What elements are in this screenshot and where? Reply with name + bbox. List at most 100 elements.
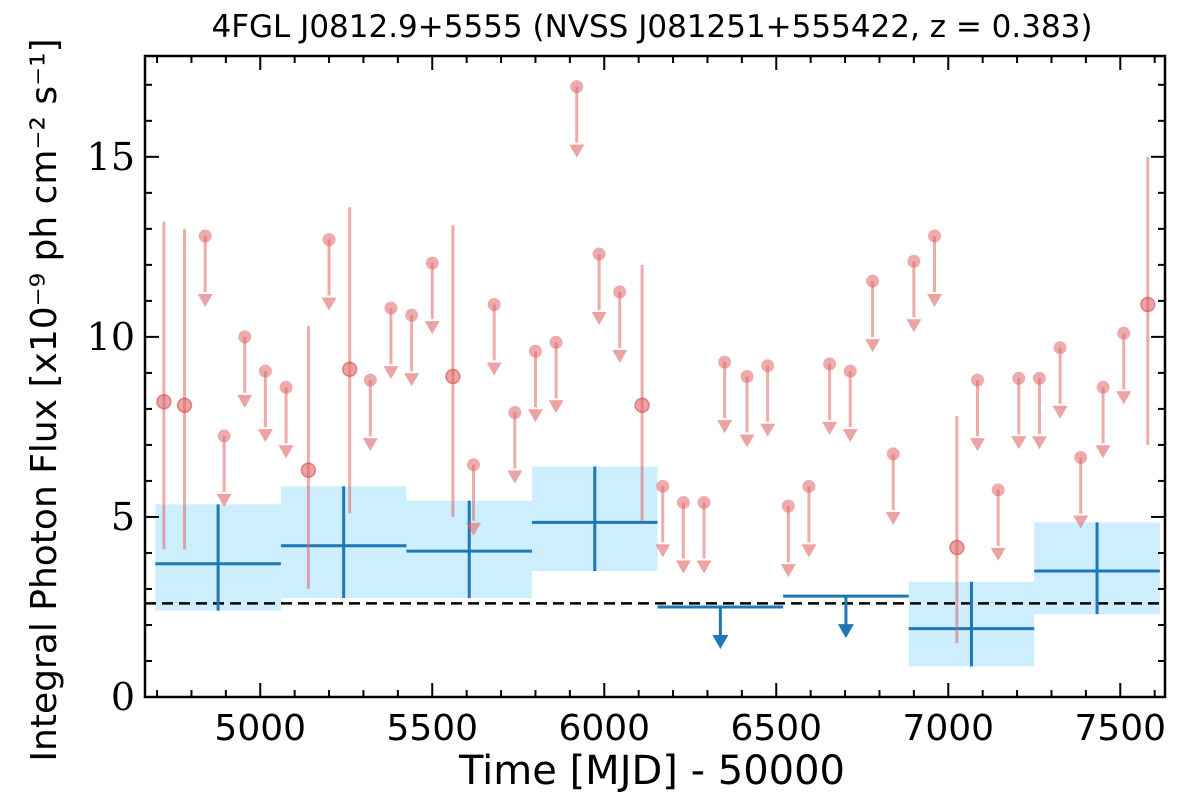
yearly-upper-limit-arrow — [712, 634, 729, 649]
monthly-upper-limit-arrow — [216, 493, 232, 507]
chart-title: 4FGL J0812.9+5555 (NVSS J081251+555422, … — [211, 9, 1092, 45]
monthly-upper-limit-arrow — [362, 438, 378, 452]
monthly-upper-limit-point — [718, 355, 732, 369]
monthly-upper-limit-arrow — [760, 423, 776, 437]
monthly-upper-limit-arrow — [612, 349, 628, 363]
x-tick-label: 6500 — [730, 708, 822, 749]
monthly-upper-limit-point — [570, 80, 584, 94]
monthly-upper-limit-point — [487, 297, 501, 311]
monthly-upper-limit-point — [886, 447, 900, 461]
monthly-detection-point — [176, 397, 193, 414]
monthly-upper-limit-arrow — [675, 560, 691, 574]
monthly-upper-limit-point — [405, 308, 419, 322]
monthly-upper-limit-point — [907, 254, 921, 268]
x-tick-label: 5500 — [386, 708, 478, 749]
monthly-upper-limit-arrow — [383, 366, 399, 380]
monthly-upper-limit-point — [1012, 371, 1026, 385]
monthly-upper-limit-point — [991, 483, 1005, 497]
monthly-upper-limit-arrow — [655, 544, 671, 558]
monthly-upper-limit-arrow — [906, 319, 922, 333]
monthly-upper-limit-point — [322, 233, 336, 247]
monthly-upper-limit-point — [928, 229, 942, 243]
monthly-upper-limit-point — [613, 285, 627, 299]
monthly-upper-limit-point — [425, 256, 439, 270]
monthly-upper-limit-arrow — [486, 362, 502, 376]
monthly-upper-limit-arrow — [404, 373, 420, 387]
bands-layer — [155, 466, 1160, 667]
monthly-upper-limit-point — [1074, 451, 1088, 465]
yearly-layer — [155, 466, 1160, 667]
monthly-upper-limit-point — [467, 458, 481, 472]
monthly-upper-limit-point — [549, 335, 563, 349]
monthly-upper-limit-point — [802, 479, 816, 493]
y-tick-label: 10 — [87, 315, 135, 359]
monthly-upper-limit-arrow — [970, 438, 986, 452]
plot-frame — [143, 54, 1167, 699]
monthly-layer — [156, 80, 1156, 643]
monthly-upper-limit-point — [258, 364, 272, 378]
monthly-upper-limit-arrow — [865, 339, 881, 353]
monthly-upper-limit-arrow — [990, 547, 1006, 561]
monthly-upper-limit-point — [781, 499, 795, 513]
monthly-upper-limit-arrow — [548, 400, 564, 414]
monthly-upper-limit-arrow — [739, 434, 755, 448]
monthly-upper-limit-arrow — [1052, 405, 1068, 419]
monthly-upper-limit-arrow — [197, 294, 213, 308]
monthly-upper-limit-point — [823, 357, 837, 371]
monthly-upper-limit-arrow — [569, 144, 585, 158]
monthly-upper-limit-arrow — [1011, 436, 1027, 450]
monthly-upper-limit-point — [384, 301, 398, 315]
monthly-upper-limit-arrow — [424, 321, 440, 335]
monthly-upper-limit-point — [971, 373, 985, 387]
monthly-upper-limit-arrow — [591, 312, 607, 326]
monthly-upper-limit-point — [217, 429, 231, 443]
x-tick-label: 7000 — [902, 708, 994, 749]
monthly-upper-limit-point — [592, 247, 606, 261]
monthly-upper-limit-arrow — [321, 297, 337, 311]
monthly-upper-limit-arrow — [801, 544, 817, 558]
y-axis-label: Integral Photon Flux [x10⁻⁹ ph cm⁻² s⁻¹] — [24, 38, 65, 761]
monthly-upper-limit-point — [1053, 341, 1067, 355]
monthly-detection-point — [300, 462, 317, 478]
monthly-upper-limit-point — [528, 344, 542, 358]
x-tick-label: 6000 — [558, 708, 650, 749]
monthly-upper-limit-arrow — [822, 421, 838, 435]
x-axis-label: Time [MJD] - 50000 — [458, 748, 845, 794]
monthly-upper-limit-arrow — [1031, 436, 1047, 450]
monthly-upper-limit-point — [508, 406, 522, 420]
monthly-detection-point — [156, 393, 172, 410]
monthly-detection-point — [634, 397, 650, 414]
y-tick-label: 15 — [87, 135, 135, 179]
y-tick-label: 0 — [111, 675, 135, 719]
monthly-upper-limit-point — [740, 370, 754, 383]
monthly-upper-limit-arrow — [1073, 515, 1089, 529]
monthly-upper-limit-arrow — [1116, 391, 1132, 405]
monthly-upper-limit-arrow — [842, 429, 858, 443]
monthly-upper-limit-point — [697, 496, 711, 510]
monthly-upper-limit-arrow — [885, 511, 901, 525]
monthly-upper-limit-arrow — [257, 429, 273, 443]
monthly-upper-limit-arrow — [278, 445, 294, 459]
monthly-upper-limit-point — [1117, 326, 1131, 340]
monthly-upper-limit-point — [363, 373, 377, 387]
monthly-upper-limit-arrow — [696, 560, 712, 574]
monthly-upper-limit-point — [656, 479, 670, 493]
monthly-upper-limit-point — [198, 229, 212, 243]
monthly-upper-limit-point — [676, 496, 690, 510]
monthly-upper-limit-arrow — [237, 394, 253, 408]
ticks-layer: 5000 5500 6000 6500 7000 7500 0 5 10 15 — [87, 56, 1166, 749]
monthly-detection-point — [949, 539, 965, 556]
x-tick-label: 7500 — [1074, 708, 1166, 749]
monthly-upper-limit-arrow — [780, 564, 796, 578]
monthly-upper-limit-arrow — [527, 409, 543, 423]
monthly-upper-limit-point — [866, 274, 880, 288]
monthly-upper-limit-arrow — [507, 470, 523, 484]
monthly-upper-limit-point — [1096, 380, 1110, 394]
monthly-upper-limit-point — [238, 330, 252, 344]
monthly-detection-point — [341, 361, 358, 378]
monthly-upper-limit-point — [1032, 371, 1046, 385]
monthly-upper-limit-point — [761, 359, 775, 373]
y-tick-label: 5 — [111, 495, 135, 539]
monthly-detection-point — [445, 368, 461, 385]
monthly-detection-point — [1140, 296, 1156, 313]
